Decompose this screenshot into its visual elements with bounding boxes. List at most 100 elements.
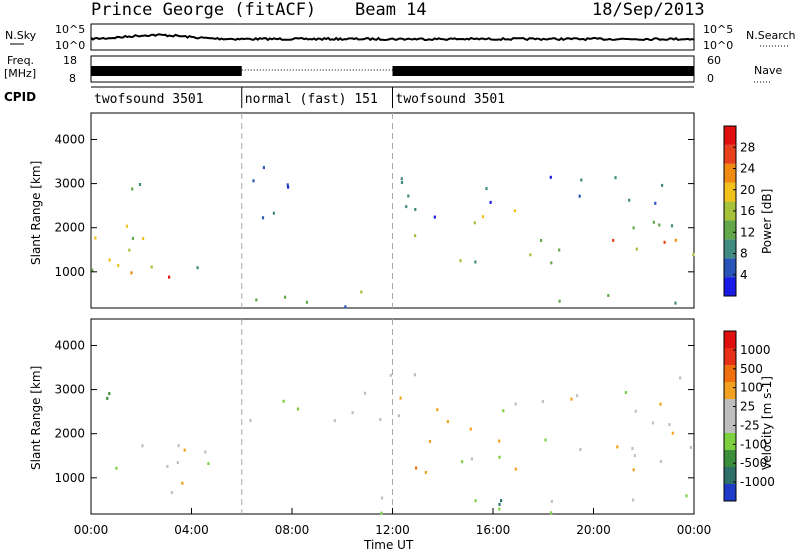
colorbar-tick-label: -1000 [740, 475, 775, 489]
scatter-cell [549, 175, 552, 179]
y-tick-label: 4000 [54, 338, 85, 352]
scatter-cell [632, 468, 635, 472]
scatter-cell [252, 179, 255, 183]
scatter-cell [570, 397, 573, 401]
scatter-cell [344, 305, 347, 309]
scatter-cell [558, 299, 561, 303]
freq-bars [91, 66, 694, 76]
scatter-cell [168, 275, 171, 279]
scatter-cell [379, 418, 382, 421]
scatter-cell [150, 265, 153, 269]
power-colorbar: Power [dB] 28 24 20 16 12 8 4 [723, 125, 774, 297]
y-tick-label: 4000 [54, 132, 85, 146]
scatter-cell [196, 266, 199, 270]
velocity-xlabel: Time UT [363, 538, 414, 552]
scatter-cell [470, 457, 473, 461]
velocity-scatter [106, 373, 692, 515]
scatter-cell [400, 177, 403, 181]
scatter-cell [498, 439, 501, 443]
power-y-ticks: 1000 2000 3000 4000 [54, 132, 694, 279]
scatter-cell [498, 502, 501, 506]
scatter-cell [674, 238, 677, 242]
scatter-cell [558, 248, 561, 252]
colorbar-tick-label: -25 [740, 418, 760, 432]
scatter-cell [428, 439, 432, 443]
scatter-cell [106, 396, 109, 400]
scatter-cell [181, 481, 184, 485]
colorbar-tick-label: 8 [740, 247, 748, 261]
scatter-cell [424, 470, 427, 474]
scatter-cell [612, 238, 615, 242]
power-colorbar-label: Power [dB] [760, 189, 774, 254]
velocity-x-ticks: 00:00 04:00 08:00 12:00 16:00 20:00 00:00 [74, 508, 712, 537]
colorbar-swatch [724, 277, 736, 296]
scatter-cell [446, 420, 449, 424]
nsearch-label: N.Search [746, 29, 796, 42]
colorbar-tick-label: 500 [740, 362, 763, 376]
scatter-cell [578, 194, 581, 198]
power-panel: 1000 2000 3000 4000 Slant Range [km] [29, 112, 695, 309]
scatter-cell [469, 427, 472, 431]
scatter-cell [541, 400, 544, 403]
cpid-segment-label: normal (fast) 151 [245, 92, 378, 107]
scatter-cell [176, 461, 179, 465]
cpid-panel: CPID twofsound 3501 normal (fast) 151 twof… [4, 86, 694, 108]
freq-tick-bottom: 8 [69, 72, 76, 85]
y-tick-label: 2000 [54, 427, 85, 441]
velocity-panel: 1000 2000 3000 4000 00:00 04:00 08:00 12:00 16:… [29, 318, 712, 552]
scatter-cell [634, 409, 637, 413]
scatter-cell [459, 259, 462, 263]
scatter-cell [380, 496, 384, 500]
scatter-cell [363, 391, 367, 395]
x-tick-label: 00:00 [677, 523, 712, 537]
colorbar-swatch [724, 258, 736, 278]
scatter-cell [579, 448, 582, 451]
freq-tick-top: 18 [63, 54, 77, 67]
scatter-cell [333, 419, 336, 423]
scatter-cell [117, 264, 120, 268]
colorbar-swatch [724, 163, 736, 183]
scatter-cell [351, 411, 354, 415]
scatter-cell [576, 394, 579, 398]
nsky-tick-bottom: 10^0 [55, 39, 85, 52]
scatter-cell [255, 298, 258, 302]
freq-panel: Freq. [MHz] 18 8 60 0 Nave [4, 54, 782, 85]
scatter-cell [287, 185, 290, 189]
scatter-cell [177, 444, 180, 448]
scatter-cell [131, 187, 134, 191]
beam-title: Beam 14 [355, 0, 427, 20]
colorbar-swatch [724, 348, 736, 365]
scatter-cell [473, 221, 476, 225]
scatter-cell [481, 215, 485, 219]
colorbar-swatch [724, 201, 736, 221]
scatter-cell [624, 391, 627, 394]
x-tick-label: 12:00 [375, 523, 410, 537]
scatter-cell [670, 224, 674, 228]
colorbar-swatch [724, 433, 736, 450]
nsky-trace [90, 33, 695, 42]
colorbar-tick-label: 1000 [740, 343, 771, 357]
scatter-cell [550, 261, 553, 265]
freq-unit-label: [MHz] [4, 67, 36, 80]
scatter-cell [397, 414, 400, 418]
scatter-cell [616, 445, 619, 449]
scatter-cell [652, 220, 655, 224]
colorbar-tick-label: 4 [740, 268, 748, 282]
scatter-cell [514, 467, 517, 471]
scatter-cell [141, 444, 144, 448]
colorbar-tick-label: 16 [740, 204, 755, 218]
scatter-cell [108, 392, 111, 396]
scatter-cell [632, 498, 635, 502]
scatter-cell [414, 208, 417, 211]
scatter-cell [108, 258, 111, 262]
scatter-cell [689, 445, 692, 449]
scatter-cell [654, 201, 657, 205]
scatter-cell [663, 240, 666, 244]
scatter-cell [614, 176, 617, 180]
scatter-cell [485, 187, 488, 191]
scatter-cell [413, 373, 416, 377]
scatter-cell [400, 181, 404, 184]
nave-tick-top: 60 [707, 54, 721, 67]
scatter-cell [498, 507, 501, 511]
colorbar-swatch [724, 182, 736, 202]
